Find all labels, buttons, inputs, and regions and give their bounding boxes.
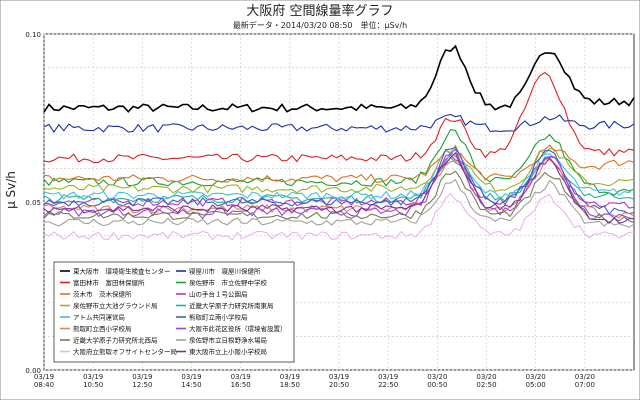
series-line bbox=[43, 154, 635, 209]
x-tick-label: 02:50 bbox=[476, 381, 496, 389]
series-line bbox=[43, 151, 635, 201]
x-tick-label: 03/20 bbox=[427, 373, 447, 381]
legend-label: 大阪市此花区役所（環境省設置） bbox=[189, 324, 287, 333]
series-line bbox=[43, 151, 635, 224]
x-tick-label: 03/19 bbox=[280, 373, 300, 381]
legend-label: 熊取町立西小学校局 bbox=[73, 324, 132, 333]
y-axis-label: μ Sv/h bbox=[4, 171, 18, 209]
x-tick-label: 03/19 bbox=[132, 373, 152, 381]
legend-label: 泉佐野市立大池グラウンド局 bbox=[73, 301, 158, 310]
x-tick-label: 18:50 bbox=[280, 381, 300, 389]
legend-label: 東大阪市 環境衛生検査センター bbox=[73, 267, 171, 276]
y-tick-label: 0.05 bbox=[25, 199, 41, 207]
x-tick-label: 12:50 bbox=[132, 381, 152, 389]
x-tick-label: 03/20 bbox=[526, 373, 546, 381]
series-line bbox=[43, 144, 635, 194]
x-tick-label: 22:50 bbox=[378, 381, 398, 389]
series-line bbox=[43, 146, 635, 216]
x-tick-label: 16:50 bbox=[231, 381, 251, 389]
x-tick-label: 03/19 bbox=[34, 373, 54, 381]
x-tick-label: 03/19 bbox=[378, 373, 398, 381]
x-tick-label: 00:50 bbox=[427, 381, 447, 389]
series-line bbox=[43, 144, 635, 183]
legend-label: 熊取町立南小学校局 bbox=[189, 313, 248, 322]
legend-label: 近畿大学原子力研究所北西局 bbox=[73, 336, 158, 345]
legend-label: 泉佐野市立日根野浄水場局 bbox=[189, 336, 267, 345]
chart-title: 大阪府 空間線量率グラフ bbox=[246, 3, 393, 19]
legend-label: 東大阪市立上小阪小学校局 bbox=[189, 347, 267, 356]
x-tick-label: 05:00 bbox=[526, 381, 546, 389]
legend-label: 山の手台１号公園局 bbox=[189, 290, 248, 299]
x-tick-label: 03/19 bbox=[83, 373, 103, 381]
x-tick-label: 10:50 bbox=[83, 381, 103, 389]
legend-label: 茨木市 茨木保健所 bbox=[73, 290, 132, 299]
legend-label: 大阪府立熊取オフサイトセンター局 bbox=[73, 347, 177, 356]
series-line bbox=[43, 71, 635, 164]
legend-label: 寝屋川市 寝屋川保健所 bbox=[189, 267, 261, 276]
legend-label: 富田林市 富田林保健所 bbox=[73, 278, 145, 287]
x-tick-label: 03/19 bbox=[181, 373, 201, 381]
legend-label: 近畿大学原子力研究所南東局 bbox=[189, 301, 274, 310]
x-tick-label: 08:40 bbox=[34, 381, 54, 389]
series-line bbox=[43, 128, 635, 196]
legend-label: 泉佐野市 市立佐野中学校 bbox=[189, 278, 268, 287]
x-tick-label: 03/20 bbox=[575, 373, 595, 381]
y-tick-label: 0.10 bbox=[25, 31, 41, 39]
x-tick-label: 03/19 bbox=[231, 373, 251, 381]
series-line bbox=[44, 178, 635, 228]
x-tick-label: 14:50 bbox=[181, 381, 201, 389]
y-tick-label: 0.00 bbox=[25, 367, 41, 375]
x-tick-label: 20:50 bbox=[329, 381, 349, 389]
series-line bbox=[43, 192, 635, 241]
plot-area: 03/1908:4003/1910:5003/1912:5003/1914:50… bbox=[25, 31, 635, 389]
legend-box bbox=[53, 261, 295, 363]
legend-label: アトム共同運営局 bbox=[73, 313, 125, 322]
series-line bbox=[43, 44, 635, 113]
x-tick-label: 03/19 bbox=[329, 373, 349, 381]
series-line bbox=[43, 114, 635, 134]
chart-subtitle: 最新データ・2014/03/20 08:50 単位：μSv/h bbox=[233, 20, 407, 30]
x-tick-label: 07:00 bbox=[575, 381, 595, 389]
x-tick-label: 03/20 bbox=[476, 373, 496, 381]
